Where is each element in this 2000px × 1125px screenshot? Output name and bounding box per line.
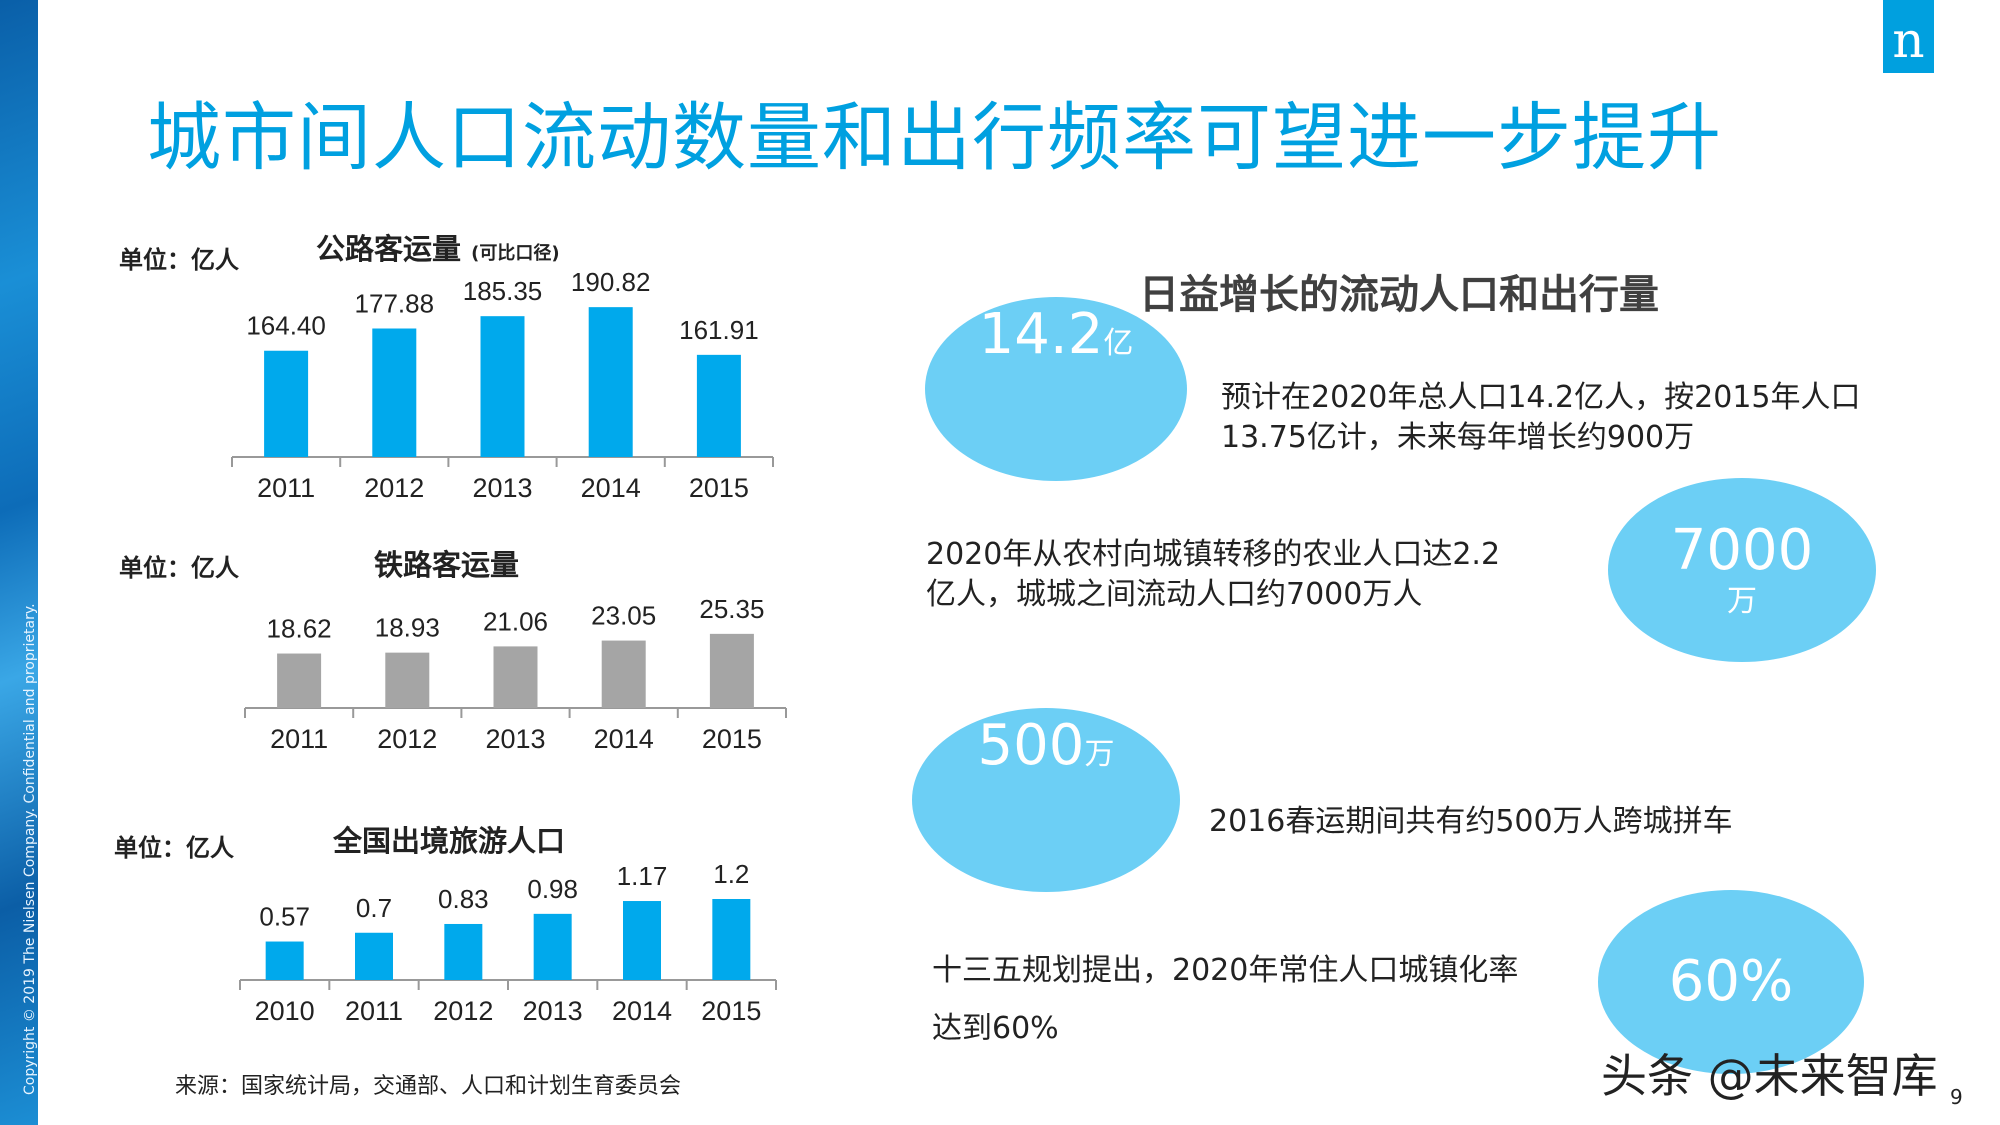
bar-2010 bbox=[265, 941, 304, 980]
data-label: 1.2 bbox=[713, 859, 749, 889]
bar-2013 bbox=[493, 646, 538, 708]
x-tick-label: 2012 bbox=[433, 996, 493, 1026]
text-urbanization: 十三五规划提出，2020年常住人口城镇化率 达到60% bbox=[932, 942, 1518, 1058]
bar-2014 bbox=[588, 307, 633, 457]
data-label: 21.06 bbox=[483, 606, 548, 636]
data-label: 0.83 bbox=[438, 884, 489, 914]
x-tick-label: 2013 bbox=[523, 996, 583, 1026]
x-tick-label: 2011 bbox=[257, 473, 315, 503]
x-tick-label: 2015 bbox=[689, 473, 749, 503]
chart2-title: 铁路客运量 bbox=[374, 548, 520, 582]
nielsen-logo: n bbox=[1883, 0, 1934, 73]
bubble-population: 14.2 亿 bbox=[925, 297, 1187, 481]
bubble-value: 7000 bbox=[1670, 518, 1814, 583]
data-label: 25.35 bbox=[699, 594, 764, 624]
x-tick-label: 2013 bbox=[472, 473, 532, 503]
x-tick-label: 2011 bbox=[270, 724, 328, 754]
x-tick-label: 2012 bbox=[364, 473, 424, 503]
data-label: 0.98 bbox=[527, 874, 578, 904]
chart1-subtitle: (可比口径) bbox=[471, 243, 560, 264]
data-label: 1.17 bbox=[617, 861, 668, 891]
bar-2015 bbox=[712, 899, 751, 980]
bubble-urbanization: 60% bbox=[1598, 890, 1864, 1074]
chart3-unit: 单位：亿人 bbox=[114, 834, 234, 862]
data-label: 185.35 bbox=[463, 276, 543, 306]
bubble-value: 60% bbox=[1668, 949, 1794, 1014]
source-note: 来源：国家统计局，交通部、人口和计划生育委员会 bbox=[175, 1074, 682, 1099]
x-tick-label: 2015 bbox=[702, 724, 762, 754]
data-label: 190.82 bbox=[571, 267, 651, 297]
bar-2011 bbox=[277, 653, 322, 708]
text-migration: 2020年从农村向城镇转移的农业人口达2.2 亿人，城城之间流动人口约7000万人 bbox=[926, 535, 1500, 615]
text-line: 十三五规划提出，2020年常住人口城镇化率 bbox=[932, 953, 1519, 988]
decorative-side-strip bbox=[0, 0, 38, 1125]
bubble-unit: 亿 bbox=[1103, 326, 1134, 361]
text-line: 亿人，城城之间流动人口约7000万人 bbox=[926, 577, 1423, 612]
data-label: 0.57 bbox=[259, 902, 310, 932]
bubble-value: 500 bbox=[977, 713, 1085, 778]
x-tick-label: 2014 bbox=[594, 724, 654, 754]
bar-2012 bbox=[444, 923, 483, 980]
text-carpool: 2016春运期间共有约500万人跨城拼车 bbox=[1209, 802, 1733, 842]
bar-charts: 164.40 2011 177.88 2012 185.35 2013 190.82 2014… bbox=[231, 267, 787, 1026]
bar-2013 bbox=[480, 316, 525, 457]
chart1-title-text: 公路客运量 bbox=[316, 232, 462, 266]
text-line: 2016春运期间共有约500万人跨城拼车 bbox=[1209, 804, 1733, 839]
bubble-carpool: 500 万 bbox=[912, 708, 1180, 892]
bar-2011 bbox=[355, 932, 393, 980]
slide-title: 城市间人口流动数量和出行频率可望进一步提升 bbox=[147, 95, 1722, 181]
bubble-migration: 7000 万 bbox=[1608, 478, 1876, 662]
bar-2014 bbox=[601, 640, 646, 708]
x-tick-label: 2015 bbox=[701, 996, 761, 1026]
x-tick-label: 2010 bbox=[255, 996, 315, 1026]
text-line: 预计在2020年总人口14.2亿人，按2015年人口 bbox=[1221, 380, 1861, 415]
chart1-title: 公路客运量 (可比口径) bbox=[316, 226, 560, 268]
text-population: 预计在2020年总人口14.2亿人，按2015年人口 13.75亿计，未来每年增长… bbox=[1221, 378, 1861, 458]
data-label: 161.91 bbox=[679, 315, 759, 345]
text-line: 2020年从农村向城镇转移的农业人口达2.2 bbox=[926, 537, 1501, 572]
chart2-unit: 单位：亿人 bbox=[119, 554, 239, 582]
right-heading: 日益增长的流动人口和出行量 bbox=[1139, 272, 1659, 318]
bar-2012 bbox=[385, 652, 430, 708]
bar-2013 bbox=[533, 913, 572, 980]
x-tick-label: 2014 bbox=[612, 996, 672, 1026]
watermark: 头条 @未来智库 bbox=[1601, 1049, 1938, 1103]
bar-2011 bbox=[264, 350, 309, 457]
page-number: 9 bbox=[1950, 1085, 1963, 1109]
bar-2014 bbox=[623, 901, 661, 980]
data-label: 23.05 bbox=[591, 601, 656, 631]
data-label: 164.40 bbox=[246, 311, 326, 341]
x-tick-label: 2013 bbox=[485, 724, 545, 754]
data-label: 177.88 bbox=[355, 288, 435, 318]
bar-2012 bbox=[372, 328, 417, 457]
x-tick-label: 2011 bbox=[345, 996, 403, 1026]
bar-2015 bbox=[696, 354, 741, 457]
data-label: 18.62 bbox=[267, 614, 332, 644]
bar-2015 bbox=[709, 633, 754, 708]
chart3-title: 全国出境旅游人口 bbox=[333, 824, 566, 858]
bubble-value: 14.2 bbox=[978, 302, 1104, 367]
chart1-unit: 单位：亿人 bbox=[119, 246, 239, 274]
text-line: 达到60% bbox=[932, 1011, 1059, 1046]
data-label: 18.93 bbox=[375, 613, 440, 643]
x-tick-label: 2012 bbox=[377, 724, 437, 754]
bubble-unit: 万 bbox=[1084, 737, 1115, 772]
x-tick-label: 2014 bbox=[581, 473, 641, 503]
data-label: 0.7 bbox=[356, 893, 392, 923]
text-line: 13.75亿计，未来每年增长约900万 bbox=[1221, 420, 1695, 455]
bubble-unit: 万 bbox=[1727, 584, 1757, 619]
